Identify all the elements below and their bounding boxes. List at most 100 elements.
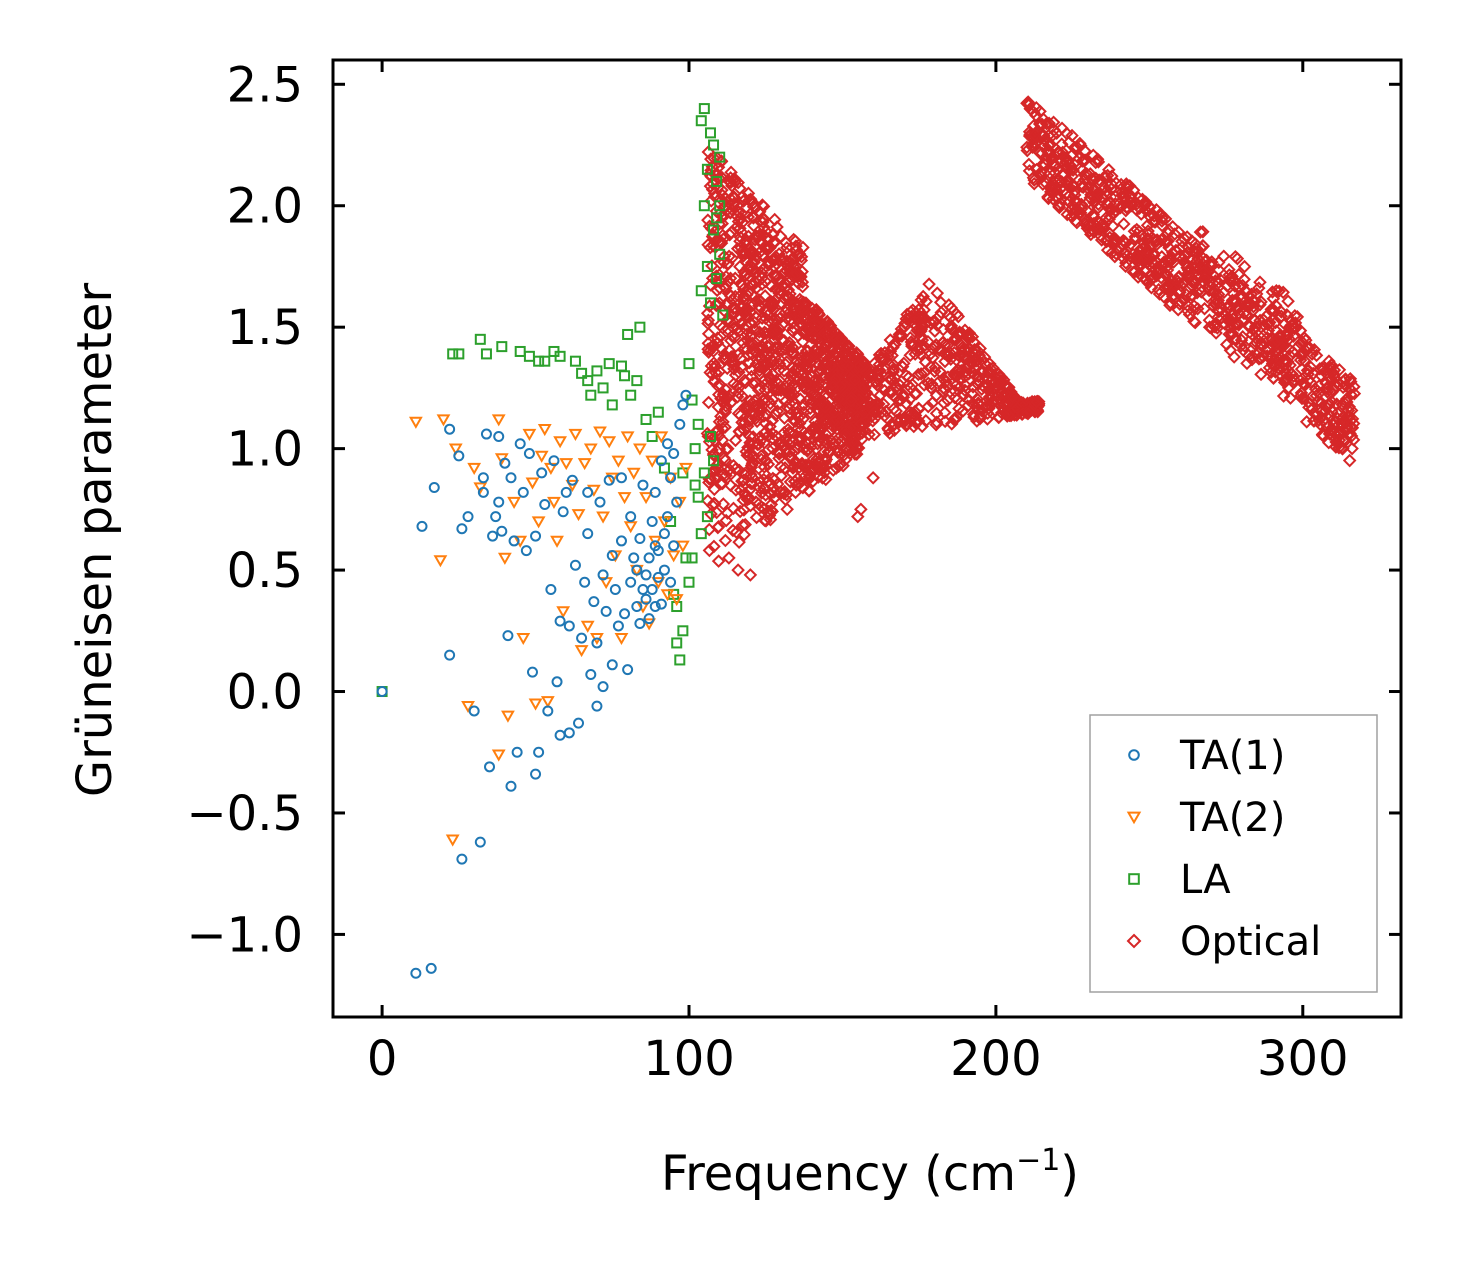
optical-point [1057,183,1071,198]
optical-point [800,362,814,376]
data-point [679,462,693,475]
optical-point [1261,317,1276,331]
optical-point [904,406,919,420]
optical-point [760,339,774,353]
optical-point [792,365,806,379]
optical-point [1116,217,1131,231]
optical-point [1028,128,1042,142]
optical-point [947,332,962,347]
optical-point [843,421,858,435]
optical-point [1331,427,1346,442]
optical-point [805,308,819,323]
optical-point [969,354,983,368]
data-point [683,576,695,588]
data-point [698,467,710,479]
data-point [576,367,588,379]
optical-point [926,314,940,329]
optical-point [746,437,760,452]
optical-point [787,363,802,378]
data-point [453,348,465,360]
optical-point [789,382,803,396]
optical-point [756,501,771,516]
optical-point [1075,154,1090,168]
optical-point [1051,144,1066,159]
optical-point [1021,406,1035,421]
optical-point [752,480,767,495]
optical-point [1240,307,1254,322]
optical-point [1312,379,1326,393]
optical-point [1070,140,1084,154]
optical-point [726,501,741,516]
optical-point [1287,373,1302,387]
optical-point [894,329,909,343]
data-point [698,200,710,212]
optical-point [948,390,962,405]
optical-point [893,412,908,427]
optical-point [1253,275,1267,290]
optical-point [791,276,806,291]
optical-point [1025,137,1040,152]
data-point [416,520,428,532]
optical-point [863,369,877,384]
data-point [444,423,456,435]
x-tick-label: 100 [643,1031,735,1087]
optical-point [1283,391,1298,405]
optical-point [811,402,826,417]
optical-point [785,340,799,354]
optical-point [867,427,882,442]
optical-point [763,512,778,527]
optical-point [849,447,864,461]
optical-point [796,412,810,426]
optical-point [710,167,725,182]
optical-point [1045,180,1060,195]
optical-point [772,445,787,460]
optical-point [1176,251,1190,266]
optical-point [886,358,901,372]
optical-point [788,396,802,411]
optical-point [1285,345,1300,359]
optical-point [767,212,782,227]
optical-point [834,331,849,346]
optical-point [728,174,742,189]
optical-point [873,351,888,365]
optical-point [896,390,911,405]
optical-point [898,412,913,427]
data-point [554,615,566,627]
optical-point [813,362,828,377]
optical-point [765,413,780,428]
optical-point [849,346,864,360]
data-point [619,370,631,382]
optical-point [1336,398,1350,412]
optical-point [717,451,731,465]
optical-point [706,344,721,358]
optical-point [914,319,929,334]
data-point [507,496,521,509]
data-point [662,438,674,450]
optical-point [1078,153,1092,167]
data-point [484,761,496,773]
data-point [711,175,723,187]
data-point [660,589,675,602]
optical-point [874,346,888,361]
data-point [714,248,726,260]
optical-point [815,416,830,431]
data-point [649,486,661,498]
optical-point [900,307,914,322]
optical-point [1085,223,1100,238]
optical-point [778,492,793,507]
optical-point [797,323,812,337]
optical-point [903,380,918,395]
optical-point [905,339,919,353]
optical-point [823,318,838,333]
optical-point [1094,218,1108,232]
data-point [514,345,526,357]
data-point [651,577,666,590]
optical-point [706,338,720,352]
optical-point [883,386,898,400]
data-point [467,462,482,475]
data-point [501,710,515,723]
optical-point [820,432,834,447]
data-point [617,492,632,505]
optical-point [768,321,783,336]
optical-point [1137,263,1151,278]
